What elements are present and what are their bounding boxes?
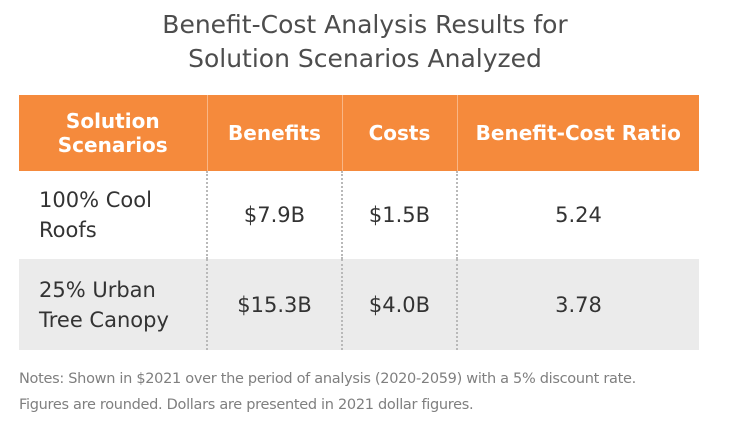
table-body: 100% Cool Roofs $7.9B $1.5B 5.24 25% Urb…	[19, 171, 699, 350]
header-benefits: Benefits	[206, 95, 342, 171]
table-notes: Notes: Shown in $2021 over the period of…	[19, 366, 719, 418]
header-scenarios-line-2: Scenarios	[57, 133, 168, 157]
title-line-1: Benefit-Cost Analysis Results for	[162, 10, 568, 39]
title-line-2: Solution Scenarios Analyzed	[188, 44, 542, 73]
header-scenarios: Solution Scenarios	[19, 95, 207, 171]
table-header: Solution Scenarios Benefits Costs Benefi…	[19, 95, 699, 171]
header-costs: Costs	[341, 95, 457, 171]
page-title: Benefit-Cost Analysis Results for Soluti…	[0, 8, 730, 76]
costs-cell: $1.5B	[341, 171, 457, 259]
table-row: 25% Urban Tree Canopy $15.3B $4.0B 3.78	[19, 259, 699, 350]
costs-cell: $4.0B	[341, 259, 457, 350]
scenario-line-1: 100% Cool	[39, 188, 152, 212]
header-row: Solution Scenarios Benefits Costs Benefi…	[19, 95, 699, 171]
scenario-cell: 100% Cool Roofs	[19, 171, 207, 259]
header-ratio: Benefit-Cost Ratio	[456, 95, 699, 171]
scenario-line-2: Roofs	[39, 218, 97, 242]
header-scenarios-line-1: Solution	[65, 109, 160, 133]
benefits-cell: $15.3B	[206, 259, 342, 350]
benefits-cell: $7.9B	[206, 171, 342, 259]
scenario-cell: 25% Urban Tree Canopy	[19, 259, 207, 350]
scenario-line-1: 25% Urban	[39, 277, 156, 302]
ratio-cell: 3.78	[456, 259, 699, 350]
scenario-line-2: Tree Canopy	[39, 307, 169, 332]
notes-line-2: Figures are rounded. Dollars are present…	[19, 397, 474, 413]
results-table: Solution Scenarios Benefits Costs Benefi…	[19, 95, 699, 350]
ratio-cell: 5.24	[456, 171, 699, 259]
table-row: 100% Cool Roofs $7.9B $1.5B 5.24	[19, 171, 699, 259]
notes-line-1: Notes: Shown in $2021 over the period of…	[19, 371, 636, 387]
